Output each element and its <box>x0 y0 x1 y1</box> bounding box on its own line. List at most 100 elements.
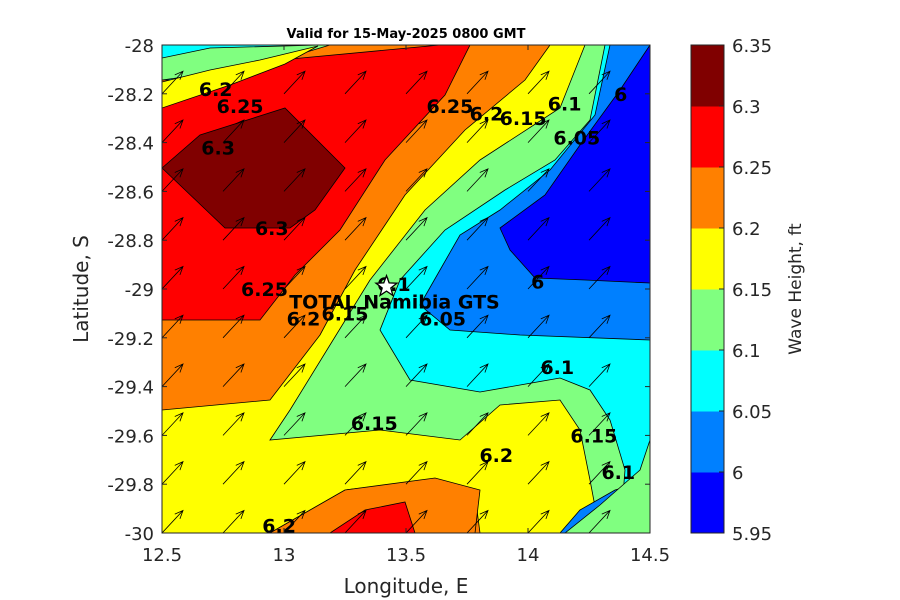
wave-arrow <box>466 70 489 95</box>
contour-label: 6.15 <box>322 303 369 325</box>
contour-label: 6.2 <box>287 308 321 330</box>
wave-arrow <box>222 119 245 143</box>
y-axis-label: Latitude, S <box>69 235 93 343</box>
wave-arrow <box>344 265 367 290</box>
contour-label: 6.25 <box>217 96 264 118</box>
y-tick-label: -28.6 <box>107 182 154 203</box>
colorbar-tick-label: 6.2 <box>732 219 761 240</box>
wave-arrow <box>466 168 489 192</box>
y-tick-label: -29.2 <box>107 329 154 350</box>
wave-arrow <box>527 509 550 533</box>
colorbar-tick-label: 5.95 <box>732 524 772 545</box>
wave-arrow <box>527 363 550 387</box>
wave-arrow <box>588 168 611 192</box>
y-tick-label: -28.8 <box>107 231 154 252</box>
wave-arrow <box>405 70 428 95</box>
wave-arrow <box>466 216 489 241</box>
wave-arrow <box>162 119 184 143</box>
wave-arrow <box>649 532 650 533</box>
contour-label: 6.2 <box>199 79 233 101</box>
wave-arrow <box>344 412 367 436</box>
wave-arrow <box>405 363 428 387</box>
wave-arrow <box>588 509 611 533</box>
contour-label: 6 <box>531 272 544 294</box>
x-tick-label: 13.5 <box>386 545 426 566</box>
wave-arrow <box>283 216 306 241</box>
y-tick-label: -28.4 <box>107 134 154 155</box>
y-axis: -28 -28.2 -28.4 -28.6 -28.8 -29 -29.2 -29.4 -29.… <box>107 36 650 545</box>
wave-arrow <box>344 363 367 387</box>
wave-arrow <box>588 412 611 436</box>
x-tick-label: 13 <box>273 545 296 566</box>
wave-arrow <box>283 314 306 339</box>
wave-arrow <box>344 460 367 485</box>
wave-arrow <box>588 265 611 290</box>
wave-arrow <box>223 45 224 46</box>
wave-arrow <box>344 216 367 241</box>
wave-arrow <box>405 216 428 241</box>
wave-arrow <box>405 412 428 436</box>
wave-arrow <box>344 509 367 533</box>
colorbar-segment <box>691 45 724 107</box>
colorbar-segment <box>691 106 724 168</box>
y-tick-label: -29.6 <box>107 426 154 447</box>
colorbar-tick-label: 6 <box>732 463 743 484</box>
site-label: TOTAL Namibia GTS <box>289 292 500 314</box>
wave-arrow <box>527 265 550 290</box>
wave-arrow <box>344 168 367 192</box>
y-tick-label: -29.8 <box>107 475 154 496</box>
wave-arrow <box>222 314 245 339</box>
y-tick-label: -28 <box>125 36 154 57</box>
contour-labels: 6.26.256.36.36.256.26.156.16.056.256.26.… <box>199 79 635 538</box>
contour-label: 6.15 <box>351 413 398 435</box>
wave-arrow <box>222 265 245 290</box>
wave-arrow <box>162 412 184 436</box>
wave-arrow <box>344 119 367 143</box>
wave-arrow <box>649 93 650 94</box>
y-tick-label: -29.4 <box>107 378 154 399</box>
x-tick-label: 14.5 <box>630 545 670 566</box>
contour-label: 6.25 <box>426 96 473 118</box>
wave-arrow <box>283 265 306 290</box>
wave-arrow <box>162 45 163 46</box>
wave-arrow <box>283 363 306 387</box>
wave-arrow <box>162 216 184 241</box>
wave-arrow <box>649 337 650 338</box>
colorbar-tick-label: 6.25 <box>732 158 772 179</box>
wave-arrow <box>405 314 428 339</box>
wave-arrow <box>405 168 428 192</box>
map-title: Valid for 15-May-2025 0800 GMT <box>287 27 526 42</box>
contour-label: 6.3 <box>255 218 289 240</box>
contour-label: 6.05 <box>553 128 600 150</box>
star-icon <box>374 273 399 298</box>
wave-arrow <box>283 119 306 143</box>
wave-arrow <box>588 216 611 241</box>
wave-arrow <box>466 119 489 143</box>
wave-arrow <box>222 363 245 387</box>
contour-fill <box>162 45 650 533</box>
y-tick-label: -29 <box>125 280 154 301</box>
contour-label: 6.15 <box>570 425 617 447</box>
colorbar: 6.35 6.3 6.25 6.2 6.15 6.1 6.05 6 5.95 <box>690 36 772 545</box>
wave-arrow <box>649 434 650 436</box>
colorbar-segment <box>691 411 724 473</box>
contour-label: 6.05 <box>419 308 466 330</box>
wave-arrow <box>405 509 428 533</box>
wave-arrow <box>222 216 245 241</box>
wave-arrow <box>527 216 550 241</box>
wave-arrow <box>162 460 184 485</box>
contour-label: 6.2 <box>479 445 513 467</box>
wave-arrow <box>222 509 245 533</box>
wave-arrow <box>283 460 306 485</box>
wave-arrow <box>162 363 184 387</box>
wave-arrow <box>283 168 306 192</box>
colorbar-segment <box>691 228 724 290</box>
wave-arrow <box>649 142 650 143</box>
colorbar-segment <box>691 167 724 229</box>
wave-arrow <box>405 119 428 143</box>
wave-arrow <box>162 70 184 95</box>
wave-arrow <box>283 70 306 95</box>
wave-arrow <box>466 265 489 290</box>
contour-label: 6.1 <box>540 357 574 379</box>
